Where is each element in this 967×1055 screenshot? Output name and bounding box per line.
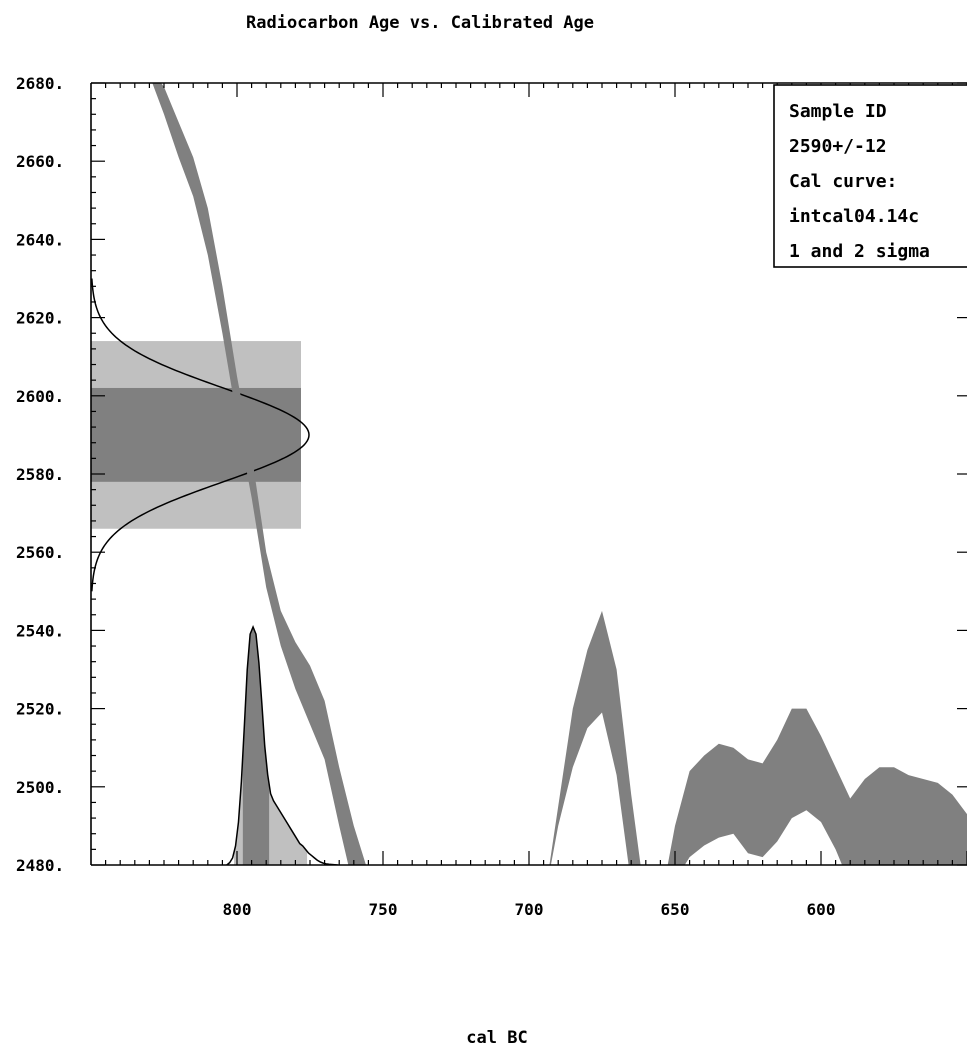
y-tick-label: 2640. bbox=[16, 230, 64, 249]
y-tick-label: 2560. bbox=[16, 543, 64, 562]
y-tick-label: 2680. bbox=[16, 74, 64, 93]
legend-box: Sample ID 2590+/-12 Cal curve: intcal04.14c… bbox=[773, 84, 967, 268]
measured-age-distribution bbox=[91, 278, 310, 592]
y-tick-label: 2580. bbox=[16, 465, 64, 484]
y-tick-labels: 2680. 2660. 2640. 2620. 2600. 2580. 2560. 2540.… bbox=[16, 74, 64, 875]
calibrated-one-sigma-area bbox=[242, 627, 270, 865]
x-tick-label: 700 bbox=[515, 900, 544, 919]
y-tick-label: 2540. bbox=[16, 621, 64, 640]
y-tick-label: 2520. bbox=[16, 700, 64, 719]
x-tick-label: 800 bbox=[223, 900, 252, 919]
sigma-bands bbox=[91, 278, 310, 592]
y-tick-label: 2620. bbox=[16, 309, 64, 328]
calibration-band-segment-2 bbox=[549, 610, 641, 865]
plot-area bbox=[91, 83, 967, 865]
legend-line: intcal04.14c bbox=[789, 206, 919, 227]
x-tick-label: 750 bbox=[369, 900, 398, 919]
one-sigma-band bbox=[91, 387, 301, 482]
chart-title: Radiocarbon Age vs. Calibrated Age bbox=[246, 13, 594, 33]
axis-ticks bbox=[91, 82, 967, 866]
y-tick-label: 2600. bbox=[16, 387, 64, 406]
legend-line: 1 and 2 sigma bbox=[789, 241, 930, 262]
legend-lines: Sample ID 2590+/-12 Cal curve: intcal04.14c… bbox=[789, 101, 930, 262]
calibrated-probability bbox=[226, 625, 338, 865]
x-tick-label: 650 bbox=[661, 900, 690, 919]
legend-line: Cal curve: bbox=[789, 171, 897, 192]
x-tick-labels: 800 750 700 650 600 bbox=[223, 900, 836, 919]
y-tick-label: 2480. bbox=[16, 856, 64, 875]
calibrated-probability-curve bbox=[226, 625, 338, 865]
y-tick-label: 2660. bbox=[16, 152, 64, 171]
legend-line: Sample ID bbox=[789, 101, 887, 122]
calibration-band-segment-1 bbox=[152, 83, 366, 865]
calibration-band-segment-3 bbox=[667, 708, 967, 865]
x-axis-label: cal BC bbox=[466, 1028, 527, 1048]
calibration-curve-band bbox=[152, 83, 967, 865]
y-tick-label: 2500. bbox=[16, 778, 64, 797]
legend-line: 2590+/-12 bbox=[789, 136, 887, 157]
x-tick-label: 600 bbox=[807, 900, 836, 919]
